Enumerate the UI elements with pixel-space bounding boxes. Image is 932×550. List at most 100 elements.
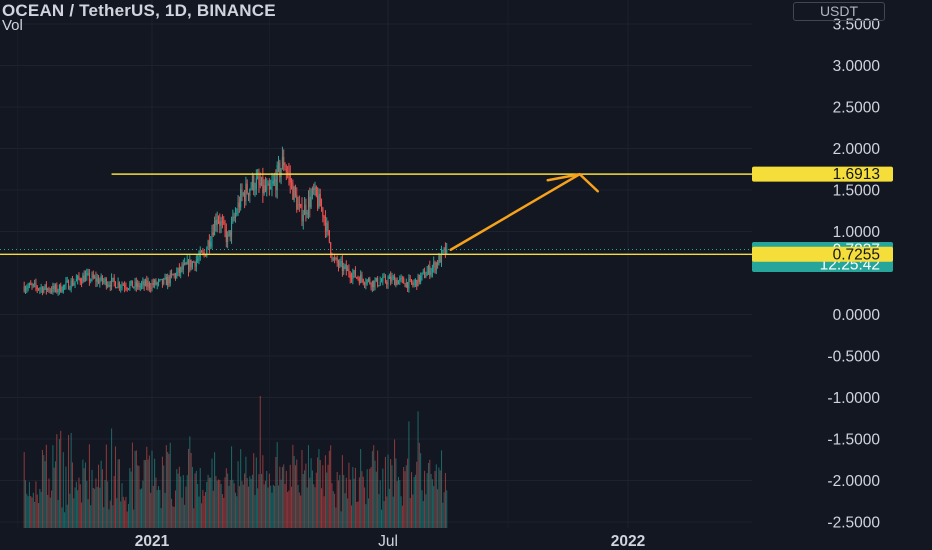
volume-bar — [412, 494, 414, 528]
candle-body — [135, 281, 137, 287]
candle-body — [111, 278, 113, 287]
time-tick-label: 2022 — [611, 533, 645, 550]
candle-body — [289, 174, 291, 183]
volume-bar — [397, 476, 399, 528]
candle-body — [418, 274, 420, 283]
candle-body — [128, 288, 130, 290]
volume-bar — [427, 463, 429, 528]
volume-bar — [151, 450, 153, 528]
candle-body — [296, 194, 298, 210]
volume-bar — [420, 453, 422, 528]
candle-body — [307, 197, 310, 213]
price-tick-label: 2.0000 — [833, 141, 881, 158]
candle-body — [91, 274, 93, 280]
candle-body — [327, 222, 329, 231]
candle-body — [27, 286, 29, 289]
candle-body — [105, 278, 107, 287]
candle-body — [247, 193, 250, 196]
volume-bar — [109, 500, 111, 528]
candle-body — [275, 179, 277, 190]
volume-bar — [297, 484, 299, 528]
candle-body — [361, 274, 363, 280]
volume-bar — [407, 458, 409, 528]
volume-bar — [358, 477, 360, 528]
candle-body — [424, 271, 426, 278]
candle-body — [404, 283, 406, 288]
candle-body — [426, 271, 428, 276]
candle-body — [293, 186, 295, 200]
candle-body — [349, 274, 351, 279]
candle-body — [217, 219, 220, 222]
candle-body — [26, 288, 28, 290]
candle-body — [229, 230, 231, 237]
volume-bar — [307, 445, 310, 528]
volume-bar — [52, 445, 54, 528]
candle-body — [99, 280, 101, 284]
volume-bar — [327, 464, 329, 528]
volume-bar — [229, 480, 231, 528]
volume-bar — [219, 479, 221, 528]
candle-body — [324, 218, 326, 232]
candle-body — [253, 175, 255, 191]
candle-body — [114, 281, 117, 288]
volume-bar — [292, 444, 294, 528]
candle-body — [173, 274, 175, 276]
candle-body — [401, 277, 403, 279]
volume-bar — [309, 477, 311, 528]
candle-body — [142, 281, 144, 284]
volume-bar — [40, 491, 42, 528]
volume-bar — [148, 455, 150, 528]
candle-body — [71, 280, 73, 286]
candle-body — [392, 276, 394, 278]
volume-bar — [268, 473, 270, 528]
candle-body — [240, 189, 242, 208]
candle-body — [87, 272, 89, 274]
candle-body — [225, 230, 227, 243]
volume-bar — [349, 479, 351, 528]
volume-bar — [137, 465, 139, 528]
candle-body — [157, 280, 160, 283]
candle-body — [178, 267, 180, 273]
volume-bar — [280, 479, 282, 528]
volume-bar — [94, 488, 96, 528]
volume-bar — [187, 448, 190, 528]
volume-bar — [120, 501, 122, 528]
candle-body — [354, 270, 356, 278]
volume-bar — [403, 466, 405, 528]
support-price-label: 0.7255 — [752, 246, 893, 263]
volume-bar — [253, 453, 255, 528]
volume-bar — [271, 492, 273, 528]
currency-button[interactable]: USDT — [793, 2, 885, 21]
candle-body — [433, 262, 435, 268]
volume-bar — [381, 509, 383, 528]
candle-body — [438, 255, 440, 265]
volume-bar — [435, 464, 437, 528]
candle-body — [446, 249, 448, 254]
candle-body — [54, 285, 57, 290]
candle-body — [352, 273, 354, 280]
volume-bar — [255, 457, 257, 528]
candle-body — [39, 288, 41, 290]
volume-bar — [321, 488, 323, 528]
volume-bar — [294, 465, 296, 528]
volume-bar — [306, 487, 308, 528]
candle-body — [216, 219, 218, 225]
candle-body — [70, 280, 72, 289]
volume-bar — [362, 476, 364, 528]
volume-bar — [49, 497, 51, 528]
candle-body — [94, 276, 96, 278]
volume-bar — [99, 487, 101, 528]
candle-body — [277, 162, 280, 165]
volume-bar — [98, 464, 100, 528]
candle-body — [167, 276, 169, 286]
candle-body — [35, 283, 37, 287]
candle-body — [284, 165, 286, 170]
volume-bar — [254, 495, 256, 528]
volume-bar — [150, 492, 152, 528]
volume-bar — [394, 439, 396, 528]
candle-body — [379, 281, 381, 286]
candle-body — [181, 267, 183, 270]
volume-bar — [433, 486, 435, 528]
candle-body — [356, 277, 358, 279]
